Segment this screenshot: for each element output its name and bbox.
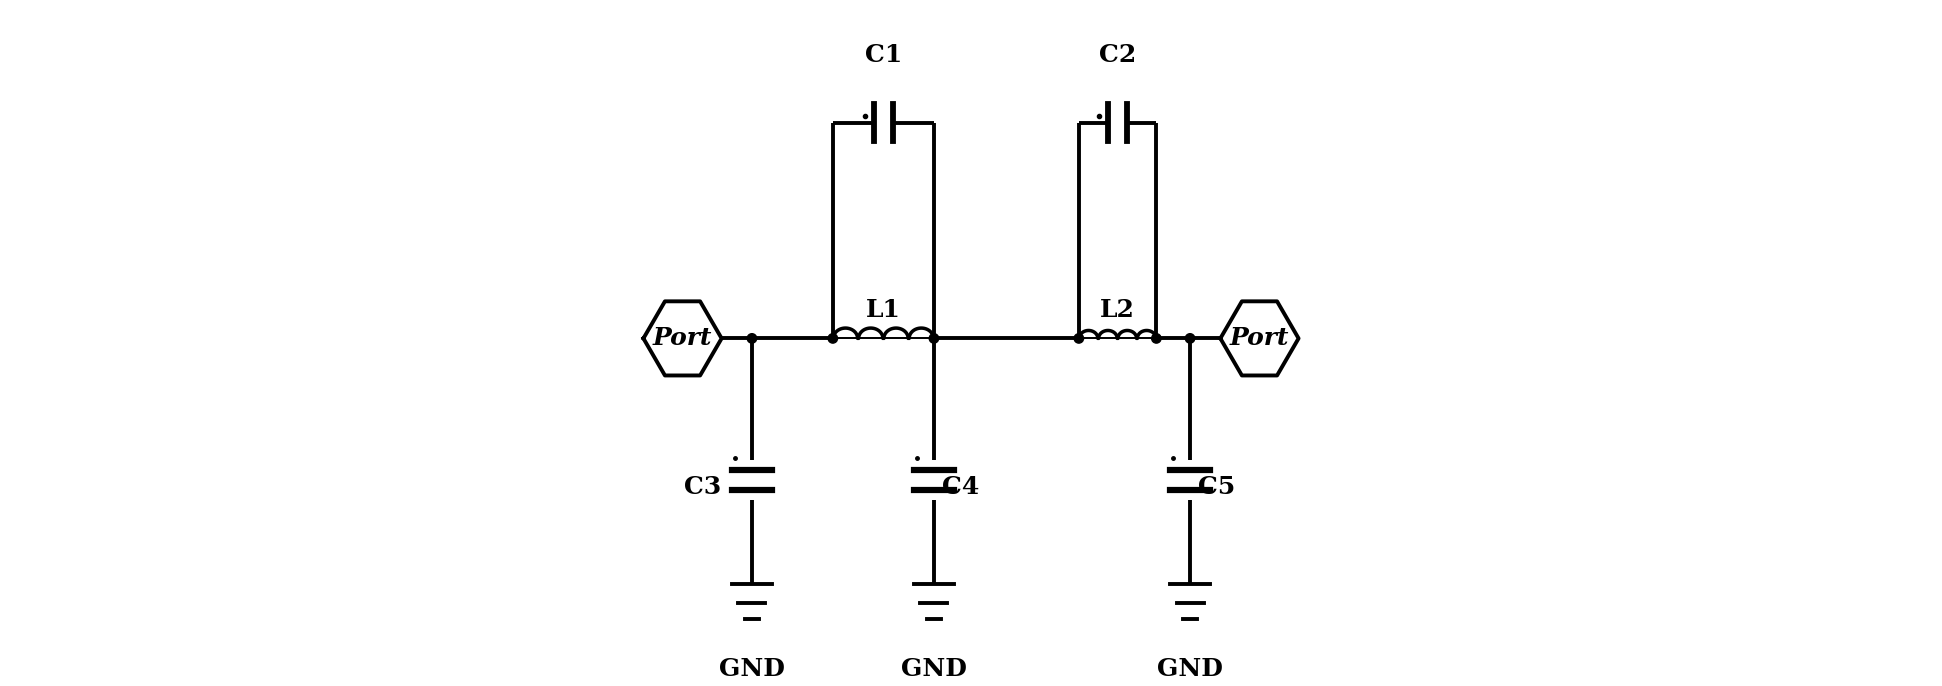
Text: C3: C3: [684, 475, 722, 499]
Text: Port: Port: [653, 327, 713, 351]
Circle shape: [827, 333, 837, 343]
Text: C4: C4: [942, 475, 979, 499]
Circle shape: [1074, 333, 1084, 343]
Circle shape: [928, 333, 938, 343]
Text: L2: L2: [1101, 298, 1134, 322]
Circle shape: [748, 333, 757, 343]
Circle shape: [1152, 333, 1161, 343]
Text: C5: C5: [1198, 475, 1235, 499]
Circle shape: [1185, 333, 1194, 343]
Text: L1: L1: [866, 298, 901, 322]
Text: GND: GND: [901, 657, 967, 681]
Text: C2: C2: [1099, 43, 1136, 67]
Text: C1: C1: [864, 43, 901, 67]
Text: GND: GND: [719, 657, 785, 681]
Text: GND: GND: [1157, 657, 1223, 681]
Text: Port: Port: [1229, 327, 1289, 351]
